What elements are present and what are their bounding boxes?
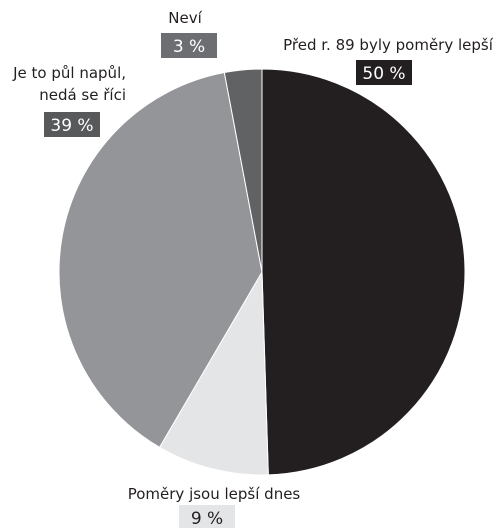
- pie-slice-better-today: [158, 270, 269, 476]
- slice-value-prior-89: 50 %: [362, 64, 405, 84]
- slice-label-dont-know: Neví: [168, 9, 202, 27]
- slice-label-half-half-line2: nedá se říci: [39, 86, 126, 104]
- pie-slice-dont-know: [223, 68, 263, 273]
- label-group-half-half: Je to půl napůl, nedá se říci 39 %: [12, 64, 126, 137]
- label-group-dont-know: Neví 3 %: [161, 9, 217, 58]
- label-group-better-today: Poměry jsou lepší dnes 9 %: [128, 485, 301, 528]
- slice-value-badge-better-today: [179, 505, 235, 528]
- pie-slice-prior-89: [261, 68, 466, 476]
- label-group-prior-89: Před r. 89 byly poměry lepší 50 %: [283, 36, 494, 85]
- pie-slice-half-half: [58, 71, 263, 448]
- slice-value-badge-dont-know: [161, 33, 217, 58]
- slice-value-badge-half-half: [44, 112, 100, 137]
- slice-value-better-today: 9 %: [191, 509, 223, 528]
- slice-value-half-half: 39 %: [50, 116, 93, 136]
- slice-label-better-today: Poměry jsou lepší dnes: [128, 485, 301, 503]
- slice-value-badge-prior-89: [356, 60, 412, 85]
- slice-label-prior-89: Před r. 89 byly poměry lepší: [283, 36, 494, 54]
- slice-label-half-half-line1: Je to půl napůl,: [12, 64, 126, 82]
- pie-slices: [58, 68, 466, 476]
- slice-value-dont-know: 3 %: [173, 37, 205, 57]
